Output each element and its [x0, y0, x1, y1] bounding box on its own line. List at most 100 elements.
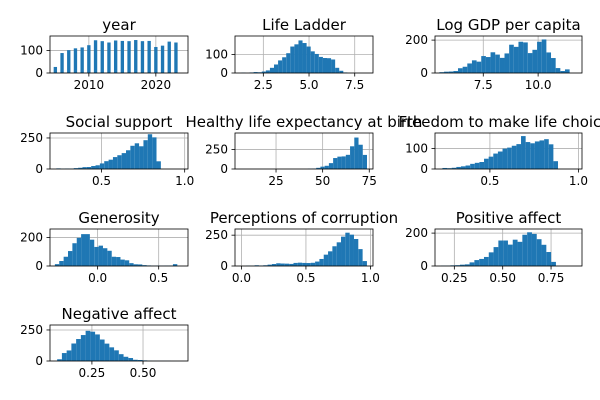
histogram-bar	[142, 265, 147, 266]
panel-title: Life Ladder	[262, 16, 347, 34]
histogram-panel: 0.5 1.0 0 250 Social support	[20, 113, 194, 188]
x-tick-label: 1.0	[175, 174, 194, 188]
histogram-bar	[350, 146, 355, 169]
histogram-bar	[546, 252, 552, 266]
histogram-bar	[73, 48, 78, 73]
histogram-bar	[546, 52, 552, 73]
histogram-bar	[57, 359, 62, 361]
y-tick-label: 0	[420, 162, 428, 176]
histogram-bar	[341, 236, 346, 266]
histogram-bar	[507, 244, 513, 266]
x-tick-label: 2.5	[254, 78, 273, 92]
histogram-bar	[302, 262, 307, 266]
histogram-panel: 0.25 0.50 0 250 Negative affect	[20, 305, 189, 380]
x-tick-label: 0.0	[88, 271, 107, 285]
histogram-bar	[123, 356, 129, 361]
histogram-panel: 2010 2020 0 100 year	[20, 16, 189, 92]
y-tick-label: 200	[20, 231, 43, 245]
histogram-bar	[310, 51, 315, 73]
histogram-bar	[522, 234, 528, 266]
x-tick-label: 0.25	[79, 366, 106, 380]
histogram-bar	[483, 256, 489, 266]
histogram-bar	[61, 353, 67, 361]
histogram-bar	[530, 143, 535, 169]
histogram-bar	[156, 161, 161, 169]
histogram-bar	[474, 162, 480, 169]
histogram-bar	[362, 154, 367, 169]
y-tick-label: 0	[35, 162, 43, 176]
histogram-bar	[534, 141, 540, 169]
histogram-bar	[93, 40, 98, 73]
x-tick-label: 25	[268, 174, 283, 188]
axes-frame	[234, 228, 374, 267]
histogram-bar	[448, 71, 454, 73]
histogram-bar	[560, 71, 565, 73]
panel-title: Freedom to make life choices	[399, 113, 600, 131]
histogram-bar	[120, 40, 125, 73]
y-tick-label: 250	[205, 228, 228, 242]
histogram-panel: 7.5 10.0 0 200 Log GDP per capita	[405, 16, 583, 92]
histogram-bar	[99, 163, 105, 169]
histogram-bar	[63, 256, 69, 266]
axes-frame	[49, 132, 189, 170]
y-tick-label: 250	[20, 131, 43, 145]
histogram-bar	[485, 57, 491, 73]
histogram-bar	[353, 238, 359, 266]
histogram-bar	[464, 264, 470, 266]
histogram-bar	[459, 264, 465, 266]
histogram-bar	[294, 44, 299, 73]
histogram-bar	[315, 261, 320, 266]
histogram-bar	[339, 70, 344, 73]
histogram-bar	[541, 39, 547, 73]
histogram-bar	[509, 44, 514, 73]
histogram-bar	[442, 167, 448, 169]
panel-title: Negative affect	[62, 305, 177, 323]
histogram-bar	[72, 243, 77, 266]
x-tick-label: 0.5	[149, 271, 168, 285]
histogram-bar	[76, 237, 82, 266]
histogram-bar	[328, 163, 334, 169]
y-tick-label: 0	[420, 66, 428, 80]
histogram-bar	[497, 151, 503, 169]
histogram-bar	[462, 66, 468, 73]
histogram-bar	[133, 359, 138, 361]
panel-title: Perceptions of corruption	[210, 209, 398, 227]
histogram-bar	[548, 144, 554, 169]
histogram-bar	[128, 358, 134, 361]
histogram-bar	[532, 49, 538, 73]
histogram-bar	[147, 134, 153, 169]
histogram-bar	[81, 234, 86, 266]
histogram-bar	[86, 167, 92, 169]
histogram-bar	[104, 161, 109, 169]
histogram-bar	[82, 167, 87, 169]
panel-title: year	[102, 16, 136, 34]
histogram-bar	[253, 72, 258, 73]
x-tick-label: 50	[315, 174, 330, 188]
histogram-bar	[564, 69, 570, 73]
histogram-bar	[290, 46, 295, 73]
y-tick-label: 200	[405, 33, 428, 47]
histogram-bar	[127, 41, 131, 73]
x-tick-label: 0.50	[130, 366, 157, 380]
histogram-bar	[358, 249, 363, 266]
histogram-bar	[476, 61, 482, 73]
x-tick-label: 0.75	[538, 271, 565, 285]
histogram-bar	[490, 52, 496, 73]
histogram-bar	[107, 42, 111, 73]
histogram-bar	[85, 330, 91, 361]
histogram-bar	[537, 41, 542, 73]
histogram-bar	[331, 59, 336, 73]
histogram-bar	[267, 264, 272, 266]
histogram-bar	[147, 40, 151, 73]
histogram-bar	[172, 264, 178, 266]
x-tick-label: 10.0	[525, 78, 552, 92]
histogram-panel: 0.25 0.50 0.75 0 200 Positive affect	[405, 209, 583, 285]
histogram-bar	[265, 70, 270, 73]
y-tick-label: 0	[35, 259, 43, 273]
histogram-bar	[99, 339, 105, 361]
histogram-bar	[322, 58, 327, 73]
histogram-bar	[280, 263, 285, 266]
histogram-bar	[137, 360, 143, 361]
histogram-bar	[453, 71, 458, 73]
histogram-bar	[551, 261, 556, 266]
